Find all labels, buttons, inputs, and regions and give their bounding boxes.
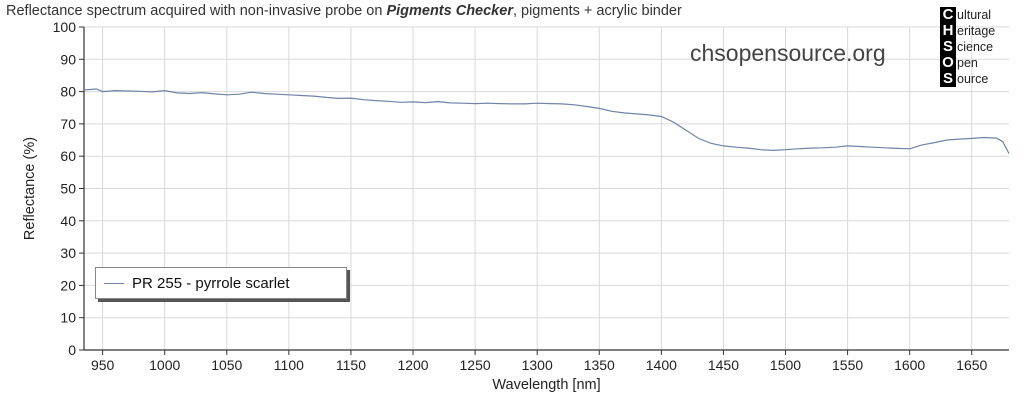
chart-title-prefix: Reflectance spectrum acquired with non-i… [6, 3, 387, 19]
x-tick-label: 1050 [211, 357, 242, 373]
chart-title-bold: Pigments Checker [386, 3, 513, 19]
y-tick-label: 60 [60, 148, 76, 164]
y-tick-label: 80 [60, 84, 76, 100]
x-tick-label: 950 [91, 357, 115, 373]
y-tick-label: 0 [68, 342, 76, 358]
x-tick-label: 1250 [460, 357, 491, 373]
logo-letter: H [940, 23, 956, 39]
chart-title-suffix: , pigments + acrylic binder [512, 3, 682, 19]
x-tick-label: 1000 [149, 357, 180, 373]
logo-word: pen [957, 56, 978, 70]
logo-letter: S [940, 39, 956, 55]
x-tick-label: 1450 [708, 357, 739, 373]
x-tick-label: 1100 [274, 357, 304, 373]
logo-letter: O [940, 55, 956, 71]
y-tick-label: 50 [60, 181, 76, 197]
logo-letter: S [940, 71, 956, 87]
x-tick-label: 1650 [956, 357, 987, 373]
logo-word: ource [957, 72, 989, 86]
legend-label: PR 255 - pyrrole scarlet [132, 274, 290, 292]
y-tick-label: 30 [60, 245, 76, 261]
chart-title: Reflectance spectrum acquired with non-i… [6, 3, 682, 19]
y-tick-label: 20 [60, 277, 76, 293]
x-tick-label: 1500 [770, 357, 801, 373]
y-tick-label: 90 [60, 51, 76, 67]
y-tick-label: 10 [60, 310, 76, 326]
watermark-url: chsopensource.org [690, 40, 886, 66]
x-tick-label: 1400 [646, 357, 677, 373]
y-tick-label: 100 [53, 19, 77, 35]
logo-word: cience [957, 40, 994, 54]
legend-swatch [104, 282, 124, 284]
x-tick-label: 1300 [522, 357, 553, 373]
y-tick-label: 40 [60, 213, 76, 229]
x-tick-label: 1200 [397, 357, 428, 373]
y-axis-label: Reflectance (%) [22, 137, 38, 240]
series-line [83, 88, 1010, 154]
x-axis-label: Wavelength [nm] [492, 377, 600, 393]
logo-word: eritage [957, 24, 996, 38]
x-tick-label: 1150 [336, 357, 366, 373]
y-tick-label: 70 [60, 116, 76, 132]
logo-word: ultural [957, 8, 992, 22]
x-tick-label: 1350 [584, 357, 615, 373]
chart-legend: PR 255 - pyrrole scarlet [95, 267, 347, 299]
x-tick-label: 1550 [832, 357, 863, 373]
x-tick-label: 1600 [894, 357, 925, 373]
logo-letter: C [940, 7, 956, 23]
